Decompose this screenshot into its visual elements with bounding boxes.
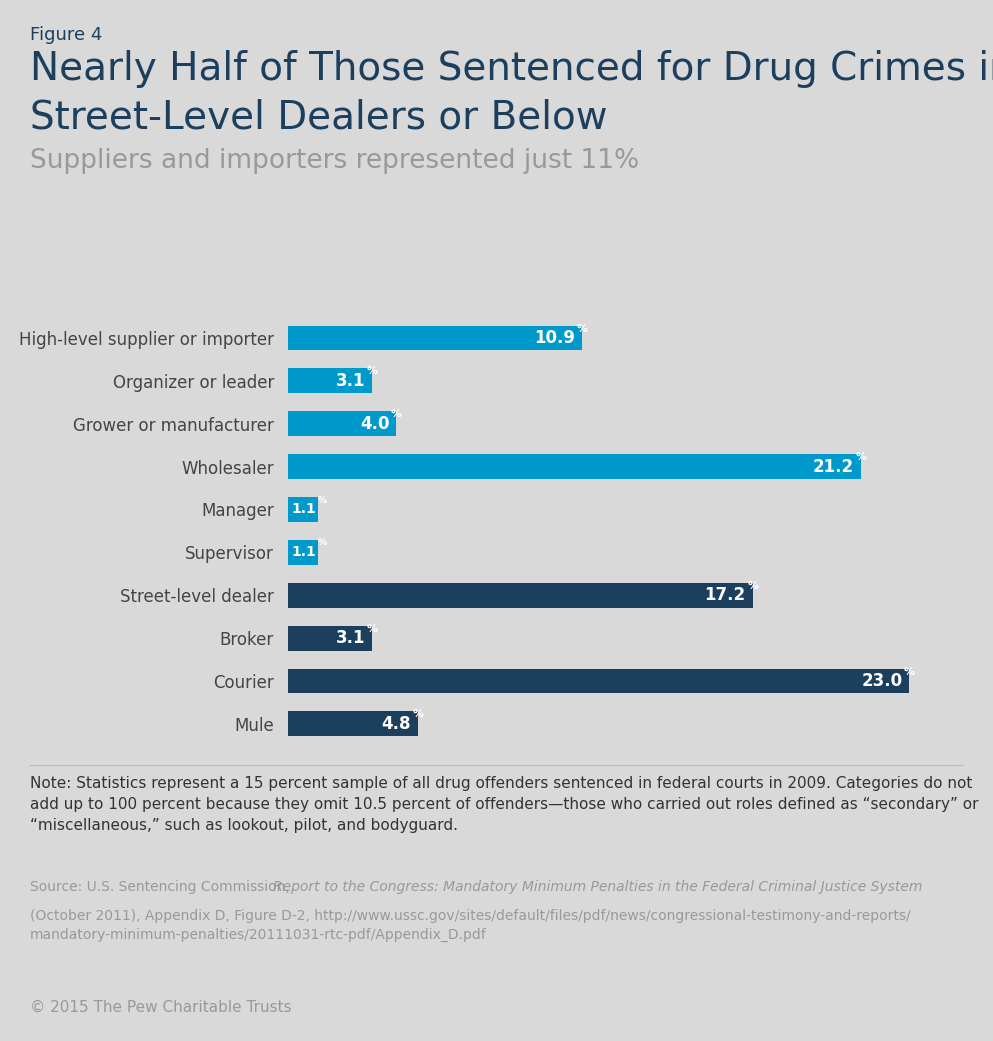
- Bar: [288, 497, 318, 522]
- Text: Note: Statistics represent a 15 percent sample of all drug offenders sentenced i: Note: Statistics represent a 15 percent …: [30, 776, 978, 833]
- Text: 1.1: 1.1: [292, 545, 317, 559]
- Text: 4.0: 4.0: [359, 414, 389, 433]
- Bar: [288, 668, 910, 693]
- Text: %: %: [412, 709, 423, 719]
- Bar: [288, 454, 861, 479]
- Text: Suppliers and importers represented just 11%: Suppliers and importers represented just…: [30, 148, 638, 174]
- Text: %: %: [318, 538, 327, 548]
- Text: 3.1: 3.1: [336, 372, 365, 390]
- Bar: [288, 326, 582, 351]
- Text: © 2015 The Pew Charitable Trusts: © 2015 The Pew Charitable Trusts: [30, 999, 291, 1014]
- Text: Street-Level Dealers or Below: Street-Level Dealers or Below: [30, 99, 608, 137]
- Text: Figure 4: Figure 4: [30, 26, 102, 44]
- Text: 1.1: 1.1: [292, 503, 317, 516]
- Text: %: %: [747, 581, 758, 591]
- Text: 3.1: 3.1: [336, 629, 365, 648]
- Text: %: %: [577, 324, 588, 333]
- Text: Source: U.S. Sentencing Commission,: Source: U.S. Sentencing Commission,: [30, 880, 294, 893]
- Bar: [288, 711, 418, 736]
- Text: 23.0: 23.0: [861, 671, 903, 690]
- Text: %: %: [904, 666, 915, 677]
- Bar: [288, 369, 371, 393]
- Text: 17.2: 17.2: [705, 586, 746, 604]
- Bar: [288, 583, 753, 608]
- Bar: [288, 411, 396, 436]
- Text: Report to the Congress: Mandatory Minimum Penalties in the Federal Criminal Just: Report to the Congress: Mandatory Minimu…: [273, 880, 922, 893]
- Bar: [288, 540, 318, 565]
- Text: %: %: [366, 366, 377, 377]
- Bar: [288, 626, 371, 651]
- Text: (October 2011), Appendix D, Figure D-2, http://www.ussc.gov/sites/default/files/: (October 2011), Appendix D, Figure D-2, …: [30, 909, 911, 942]
- Text: 21.2: 21.2: [812, 458, 854, 476]
- Text: Nearly Half of Those Sentenced for Drug Crimes in 2009 Were: Nearly Half of Those Sentenced for Drug …: [30, 50, 993, 88]
- Text: %: %: [390, 409, 401, 420]
- Text: 10.9: 10.9: [534, 329, 576, 347]
- Text: %: %: [366, 624, 377, 634]
- Text: 4.8: 4.8: [381, 715, 411, 733]
- Text: %: %: [318, 496, 327, 505]
- Text: %: %: [855, 452, 866, 462]
